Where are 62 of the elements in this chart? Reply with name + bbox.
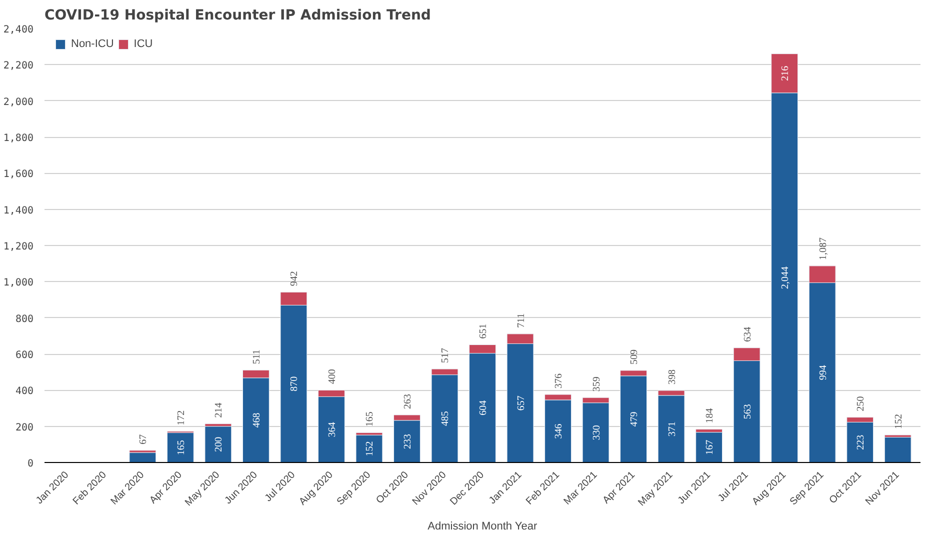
bar xyxy=(166,432,194,462)
chart-title: COVID-19 Hospital Encounter IP Admission Trend xyxy=(44,8,431,24)
data-label: 346 xyxy=(554,424,565,439)
total-label: 359 xyxy=(591,376,602,392)
data-label: 330 xyxy=(591,425,602,440)
data-label: 479 xyxy=(629,412,640,427)
y-tick-label: 1,800 xyxy=(3,133,34,144)
total-label: 711 xyxy=(516,313,527,328)
data-label: 468 xyxy=(251,412,262,428)
y-tick-label: 2,200 xyxy=(3,60,34,72)
bar xyxy=(884,436,912,462)
y-tick-label: 1,200 xyxy=(3,242,34,252)
total-label: 509 xyxy=(629,349,640,364)
bar xyxy=(356,434,383,462)
total-label: 152 xyxy=(893,414,904,430)
data-label: 563 xyxy=(742,404,754,420)
y-tick-label: 2,000 xyxy=(3,96,34,108)
total-label: 67 xyxy=(138,434,150,444)
total-label: 184 xyxy=(704,408,716,424)
data-label: 485 xyxy=(440,411,452,426)
total-label: 400 xyxy=(326,369,338,384)
data-label: 604 xyxy=(478,400,489,416)
total-label: 1,087 xyxy=(818,237,829,260)
total-label: 634 xyxy=(742,326,754,342)
data-label: 216 xyxy=(780,66,792,81)
y-tick-label: 1,600 xyxy=(3,169,34,180)
total-label: 250 xyxy=(856,396,867,412)
x-axis-title: Admission Month Year xyxy=(428,520,538,532)
data-label: 152 xyxy=(364,441,376,456)
y-tick-label: 800 xyxy=(15,314,34,325)
y-tick-label: 2,400 xyxy=(3,24,34,36)
total-label: 214 xyxy=(214,402,225,418)
total-label: 398 xyxy=(666,370,678,385)
data-label: 223 xyxy=(856,434,867,450)
total-label: 942 xyxy=(289,271,300,286)
data-label: 657 xyxy=(516,396,527,411)
y-tick-label: 400 xyxy=(15,386,34,398)
data-label: 994 xyxy=(818,365,829,380)
total-label: 651 xyxy=(478,324,489,339)
y-tick-label: 200 xyxy=(15,422,34,434)
y-tick-label: 1,000 xyxy=(3,278,34,289)
data-label: 165 xyxy=(176,440,187,456)
data-label: 200 xyxy=(214,436,225,452)
legend-label: ICU xyxy=(134,38,154,50)
data-label: 167 xyxy=(704,440,716,455)
total-label: 165 xyxy=(364,412,376,427)
data-label: 870 xyxy=(289,376,300,392)
y-tick-label: 0 xyxy=(27,458,34,470)
total-label: 511 xyxy=(251,349,262,364)
bar xyxy=(204,426,232,462)
total-label: 376 xyxy=(554,374,565,389)
bar xyxy=(696,432,723,462)
legend-label: Non-ICU xyxy=(71,38,114,50)
data-label: 371 xyxy=(666,421,678,436)
total-label: 517 xyxy=(440,348,452,364)
total-label: 172 xyxy=(176,410,187,426)
y-tick-label: 600 xyxy=(15,350,34,361)
total-label: 263 xyxy=(402,394,414,409)
data-label: 364 xyxy=(326,422,338,438)
y-tick-label: 1,400 xyxy=(3,205,34,216)
data-label: 233 xyxy=(402,434,414,449)
data-label: 2,044 xyxy=(780,266,792,289)
